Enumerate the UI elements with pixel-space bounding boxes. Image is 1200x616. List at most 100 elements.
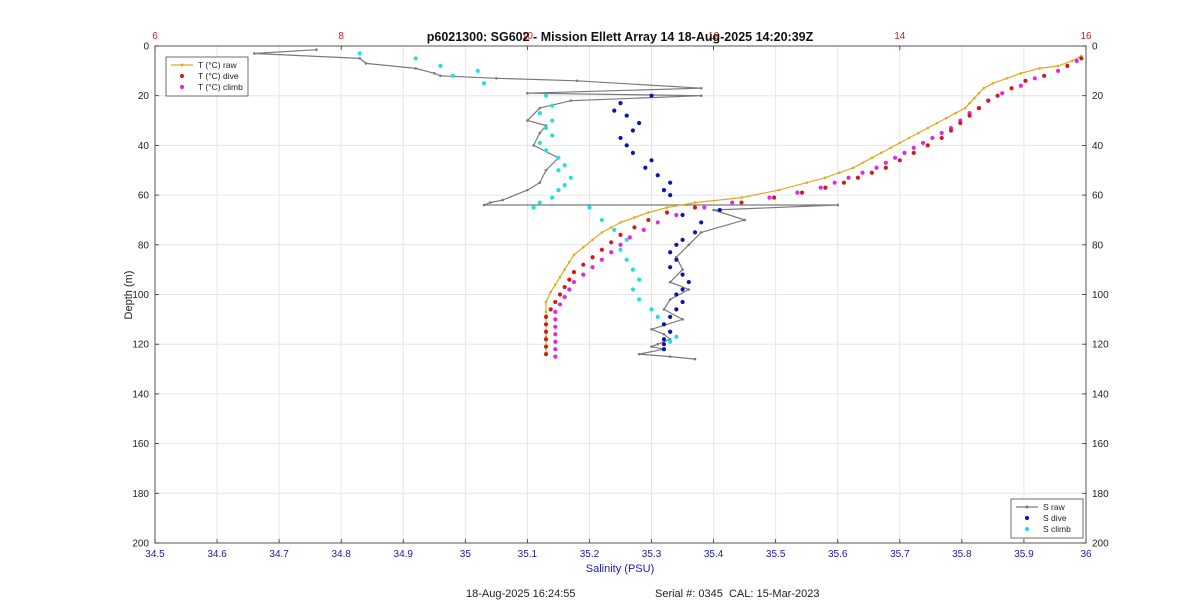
data-point: [661, 188, 667, 193]
data-point: [917, 131, 920, 135]
data-point: [837, 171, 841, 175]
data-point: [1065, 63, 1070, 68]
data-point: [687, 243, 691, 247]
data-point: [958, 120, 963, 126]
data-point: [563, 268, 566, 271]
data-point: [898, 141, 902, 145]
data-point: [889, 146, 892, 150]
data-point: [668, 314, 673, 319]
data-point: [637, 297, 642, 302]
x-top-tick-label: 12: [708, 31, 720, 42]
y-tick-label-right: 180: [1092, 489, 1109, 500]
y-tick-label-right: 100: [1092, 290, 1109, 301]
data-point: [543, 125, 549, 131]
data-point: [668, 298, 672, 301]
y-tick-label-right: 20: [1092, 91, 1104, 102]
data-point: [777, 188, 781, 192]
data-point: [846, 175, 851, 180]
data-point: [925, 143, 930, 148]
data-point: [693, 357, 697, 361]
data-point: [612, 108, 617, 113]
data-point: [836, 203, 840, 207]
y-tick-label: 0: [143, 42, 149, 53]
data-point: [538, 106, 542, 110]
data-point: [556, 188, 561, 193]
x-top-tick-label: 8: [338, 31, 344, 42]
data-point: [618, 135, 623, 141]
data-point: [897, 158, 902, 163]
data-point: [568, 175, 573, 180]
data-point: [668, 329, 673, 334]
data-point: [674, 292, 679, 297]
x-tick-label: 35.8: [952, 549, 972, 560]
data-point: [649, 158, 654, 163]
data-point: [977, 91, 981, 95]
data-point: [972, 96, 976, 100]
data-point: [609, 250, 614, 255]
legend-marker: [1024, 526, 1030, 532]
x-tick-label: 34.9: [394, 549, 414, 560]
data-point: [475, 68, 480, 73]
data-point: [581, 245, 585, 249]
data-point: [553, 299, 558, 305]
data-point: [911, 150, 916, 155]
data-point: [818, 185, 823, 190]
data-point: [543, 93, 549, 98]
data-point: [911, 145, 916, 150]
data-point: [1070, 59, 1074, 63]
grid-lines: [154, 45, 1087, 544]
data-point: [562, 294, 567, 300]
data-point: [681, 318, 684, 321]
data-point: [907, 136, 911, 140]
data-point: [1019, 72, 1023, 75]
data-point: [674, 334, 679, 339]
x-axis-label: Salinity (PSU): [586, 563, 654, 575]
data-point: [590, 265, 595, 270]
y-tick-label: 200: [132, 539, 149, 550]
data-point: [668, 193, 673, 198]
data-point: [571, 270, 577, 275]
data-point: [567, 260, 571, 264]
data-point: [618, 242, 623, 247]
y-tick-label-right: 140: [1092, 389, 1109, 400]
data-point: [637, 352, 641, 356]
data-point: [1038, 67, 1041, 70]
x-tick-label: 34.7: [269, 549, 289, 560]
data-point: [655, 220, 660, 225]
data-point: [883, 160, 888, 165]
legend-entry: T (°C) climb: [198, 82, 243, 92]
data-point: [699, 231, 703, 234]
data-point: [680, 299, 685, 305]
data-point: [935, 121, 939, 125]
data-point: [699, 220, 704, 225]
data-point: [543, 352, 549, 357]
data-point: [562, 163, 567, 168]
series-line: [254, 49, 838, 360]
data-point: [537, 110, 542, 116]
data-point: [253, 52, 256, 55]
data-point: [968, 101, 971, 105]
data-point: [874, 165, 879, 170]
data-point: [501, 198, 504, 202]
data-point: [581, 262, 586, 267]
footer-timestamp: 18-Aug-2025 16:24:55: [466, 588, 576, 600]
data-point: [851, 166, 855, 170]
data-point: [575, 79, 579, 83]
data-point: [572, 253, 576, 257]
data-point: [1023, 78, 1028, 83]
data-point: [668, 280, 672, 284]
data-point: [948, 128, 954, 133]
data-point: [550, 103, 555, 108]
data-point: [920, 140, 926, 146]
data-point: [526, 188, 529, 192]
data-point: [740, 196, 743, 199]
data-point: [824, 176, 827, 180]
x-tick-label: 34.6: [207, 549, 227, 560]
data-point: [364, 62, 368, 65]
legend-entry: T (°C) raw: [198, 60, 238, 70]
y-tick-label: 100: [132, 290, 149, 301]
data-point: [624, 143, 629, 148]
y-axis-label: Depth (m): [123, 271, 135, 320]
